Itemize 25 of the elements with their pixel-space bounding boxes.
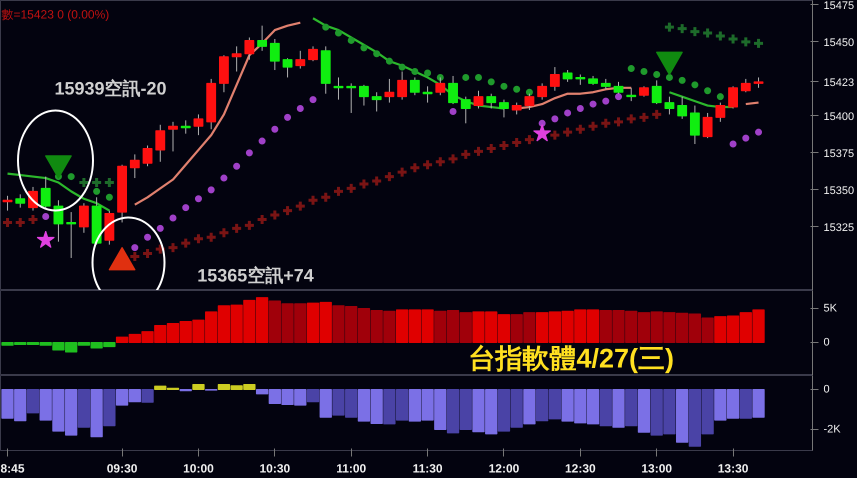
annotation: 台指軟體4/27(三) [468, 344, 674, 374]
y-tick-label: 15350 [824, 184, 854, 197]
x-tick-label: 10:30 [259, 462, 291, 476]
y-tick-label: 15400 [824, 110, 854, 123]
y-tick-label: 0 [824, 336, 830, 349]
y-tick-label: 15423 [824, 76, 854, 89]
annotation: 15365空訊+74 [197, 266, 314, 286]
y-tick-label: 15475 [824, 0, 854, 12]
annotation: 數=15423 0 (0.00%) [2, 8, 110, 22]
x-tick-label: 12:30 [564, 462, 596, 476]
y-tick-label: 15375 [824, 148, 854, 160]
x-tick-label: 13:00 [641, 462, 672, 476]
y-tick-label: 5K [824, 302, 838, 315]
x-tick-label: 13:30 [718, 462, 749, 476]
x-tick-label: 11:00 [336, 462, 367, 476]
y-tick-label: -2K [824, 424, 842, 436]
annotation: 15939空訊-20 [54, 78, 167, 98]
x-tick-label: 09:30 [106, 462, 138, 476]
x-tick-label: 12:00 [488, 462, 520, 476]
x-tick-label: 10:00 [183, 462, 214, 476]
y-tick-label: 0 [824, 384, 830, 396]
y-tick-label: 15325 [824, 222, 854, 234]
x-tick-label: 8:45 [0, 462, 25, 476]
x-tick-label: 11:30 [412, 462, 443, 476]
y-tick-label: 15450 [824, 36, 854, 49]
